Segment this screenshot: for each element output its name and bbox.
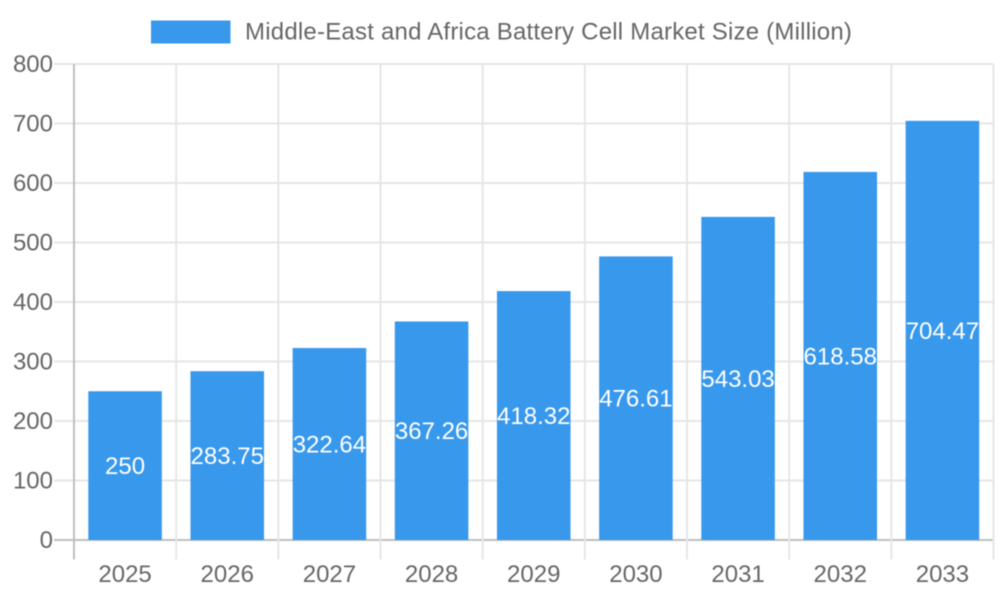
svg-text:2029: 2029: [507, 561, 560, 588]
svg-text:100: 100: [13, 468, 53, 495]
svg-text:2025: 2025: [98, 561, 151, 588]
svg-text:367.26: 367.26: [395, 418, 468, 445]
svg-text:2032: 2032: [814, 561, 867, 588]
svg-text:704.47: 704.47: [906, 318, 979, 345]
svg-text:418.32: 418.32: [497, 403, 570, 430]
svg-text:2027: 2027: [303, 561, 356, 588]
svg-text:283.75: 283.75: [191, 443, 264, 470]
svg-text:250: 250: [105, 453, 145, 480]
svg-text:800: 800: [13, 51, 53, 78]
svg-text:2030: 2030: [609, 561, 662, 588]
svg-text:300: 300: [13, 349, 53, 376]
svg-text:2028: 2028: [405, 561, 458, 588]
svg-text:400: 400: [13, 289, 53, 316]
svg-text:700: 700: [13, 111, 53, 138]
svg-text:Middle-East and Africa Battery: Middle-East and Africa Battery Cell Mark…: [245, 19, 852, 46]
svg-text:543.03: 543.03: [701, 366, 774, 393]
svg-text:2031: 2031: [711, 561, 764, 588]
svg-text:2033: 2033: [916, 561, 969, 588]
svg-text:0: 0: [40, 527, 53, 554]
svg-text:618.58: 618.58: [804, 343, 877, 370]
svg-text:476.61: 476.61: [599, 386, 672, 413]
svg-text:500: 500: [13, 230, 53, 257]
svg-text:200: 200: [13, 408, 53, 435]
svg-text:2026: 2026: [201, 561, 254, 588]
svg-text:322.64: 322.64: [293, 432, 366, 459]
svg-text:600: 600: [13, 170, 53, 197]
